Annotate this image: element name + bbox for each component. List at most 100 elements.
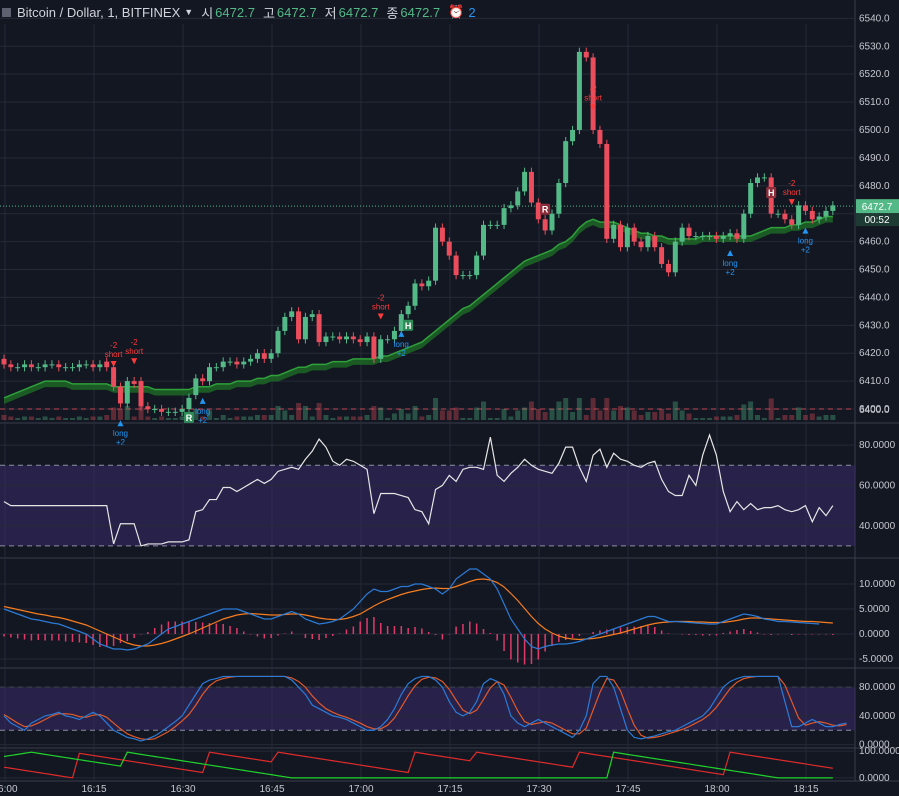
time-tick-label: 17:15 <box>437 784 462 795</box>
candle-body <box>316 314 322 343</box>
volume-bar <box>590 398 596 420</box>
volume-bar <box>611 410 617 420</box>
volume-bar <box>755 415 760 420</box>
price-tick-label: 6440.0 <box>859 292 890 303</box>
candle-body <box>748 183 754 214</box>
volume-bar <box>816 416 822 420</box>
volume-bar <box>385 418 391 420</box>
long-label: long <box>113 429 128 438</box>
long-label: long <box>195 407 210 416</box>
volume-bar <box>748 401 754 420</box>
candle-body <box>165 411 171 413</box>
candle-body <box>302 316 308 340</box>
candle-body <box>467 275 473 277</box>
volume-bar <box>35 418 41 420</box>
volume-bar <box>727 416 733 420</box>
candle-body <box>433 227 439 281</box>
candle-body <box>508 205 514 209</box>
osc-tick-label: 10.0000 <box>859 579 896 590</box>
volume-bar <box>56 416 62 420</box>
volume-bar <box>117 409 123 420</box>
candle-body <box>741 213 747 239</box>
volume-bar <box>556 401 562 420</box>
candle-body <box>631 227 637 242</box>
volume-bar <box>15 418 21 420</box>
osc-tick-label: 40.0000 <box>859 521 896 532</box>
candle-body <box>1 358 7 365</box>
close-label: 종 <box>386 5 399 21</box>
candle-body <box>755 177 760 184</box>
long-qty-label: +2 <box>726 268 736 277</box>
candle-body <box>97 364 103 368</box>
candle-body <box>296 311 302 340</box>
volume-bar <box>775 418 781 420</box>
volume-bar <box>494 418 500 420</box>
candle-body <box>693 236 699 238</box>
panel-toggle-icon[interactable] <box>2 7 11 17</box>
time-tick-label: 17:00 <box>348 784 373 795</box>
volume-bar <box>207 410 212 420</box>
candle-body <box>556 183 562 214</box>
long-label: long <box>723 259 738 268</box>
time-tick-label: 16:30 <box>170 784 195 795</box>
volume-bar <box>268 415 274 420</box>
volume-bar <box>604 398 610 420</box>
volume-bar <box>289 415 295 420</box>
low-label: 저 <box>324 5 337 21</box>
candle-body <box>42 364 48 368</box>
volume-bar <box>761 418 767 420</box>
candle-body <box>172 411 178 413</box>
volume-bar <box>645 412 651 420</box>
long-qty-label: +2 <box>116 438 126 447</box>
alert-count[interactable]: 2 <box>468 4 476 20</box>
short-label: short <box>125 347 144 356</box>
volume-bar <box>152 418 158 420</box>
volume-bar <box>823 415 829 420</box>
candle-body <box>405 305 411 315</box>
volume-bar <box>618 406 623 420</box>
volume-bar <box>261 415 267 420</box>
alarm-clock-icon[interactable]: ⏰ <box>448 4 465 19</box>
candle-body <box>481 224 486 256</box>
volume-bar <box>83 418 89 420</box>
candle-body <box>686 227 692 237</box>
short-qty-label: -2 <box>377 294 385 303</box>
volume-bar <box>433 398 439 420</box>
chart-header: Bitcoin / Dollar, 1, BITFINEX ▼ 시 6472.7… <box>0 0 855 24</box>
volume-bar <box>159 416 165 420</box>
short-qty-label: -2 <box>131 338 139 347</box>
chevron-down-icon[interactable]: ▼ <box>184 7 194 17</box>
candle-body <box>665 263 671 273</box>
long-arrow-icon <box>398 330 405 337</box>
volume-bar <box>768 398 774 420</box>
osc-tick-label: 60.0000 <box>859 480 896 491</box>
volume-bar <box>583 415 589 420</box>
osc-tick-label: 0.0000 <box>859 740 890 751</box>
volume-bar <box>70 418 75 420</box>
open-value: 6472.7 <box>215 4 255 20</box>
low-value: 6472.7 <box>338 4 379 20</box>
long-arrow-icon <box>727 249 734 256</box>
volume-bar <box>796 407 802 420</box>
close-value: 6472.7 <box>400 4 441 20</box>
pattern-marker-box <box>766 186 777 198</box>
volume-bar <box>631 410 637 420</box>
volume-bar <box>789 415 795 420</box>
candle-body <box>830 205 836 211</box>
candle-body <box>63 367 69 369</box>
time-tick-label: 17:45 <box>615 784 640 795</box>
candle-body <box>179 409 185 412</box>
volume-bar <box>90 416 96 420</box>
countdown-badge <box>856 213 899 227</box>
ma-ribbon <box>4 216 833 404</box>
long-label: long <box>394 340 409 349</box>
symbol-title[interactable]: Bitcoin / Dollar, 1, BITFINEX <box>17 4 181 20</box>
candle-body <box>727 233 733 237</box>
short-label: short <box>783 188 802 197</box>
volume-bar <box>439 410 445 420</box>
indicator-band <box>0 687 855 731</box>
volume-bar <box>474 407 480 420</box>
volume-bar <box>535 409 541 420</box>
volume-bar <box>487 418 493 420</box>
